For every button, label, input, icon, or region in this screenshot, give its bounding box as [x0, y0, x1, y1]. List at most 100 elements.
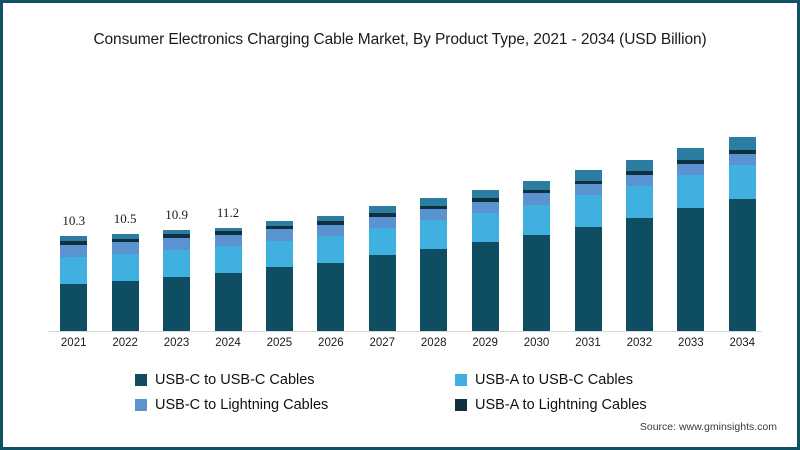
bar-segment[interactable] — [368, 216, 396, 228]
bar-column[interactable] — [265, 221, 293, 331]
bar-segment[interactable] — [111, 234, 139, 239]
bar-segment[interactable] — [317, 235, 345, 263]
x-tick-2023: 2023 — [163, 337, 190, 349]
bar-segment[interactable] — [265, 225, 293, 230]
bar-segment[interactable] — [728, 164, 756, 199]
bar-segment[interactable] — [368, 206, 396, 213]
legend-item[interactable]: USB-C to USB-C Cables — [135, 372, 455, 388]
legend-item[interactable]: USB-A to Lightning Cables — [455, 397, 695, 413]
bar-segment[interactable] — [625, 218, 653, 331]
bar-segment[interactable] — [368, 227, 396, 256]
bar-segment[interactable] — [111, 281, 139, 331]
bar-column[interactable] — [625, 160, 653, 331]
bar-segment[interactable] — [523, 235, 551, 331]
bar-segment[interactable] — [163, 276, 191, 331]
bar-segment[interactable] — [214, 235, 242, 247]
bar-segment[interactable] — [214, 246, 242, 273]
bar-segment[interactable] — [111, 238, 139, 243]
bar-segment[interactable] — [523, 204, 551, 235]
bar-column[interactable] — [677, 148, 705, 331]
bar-segment[interactable] — [728, 199, 756, 331]
bar-segment[interactable] — [523, 189, 551, 194]
bar-segment[interactable] — [574, 184, 602, 196]
bar-segment[interactable] — [677, 160, 705, 164]
x-tick-2026: 2026 — [318, 337, 344, 349]
bar-segment[interactable] — [471, 212, 499, 243]
bar-segment[interactable] — [265, 267, 293, 331]
bar-column[interactable] — [728, 137, 756, 331]
bar-segment[interactable] — [60, 235, 88, 242]
bar-segment[interactable] — [574, 180, 602, 185]
bar-column[interactable] — [523, 180, 551, 331]
bar-segment[interactable] — [60, 283, 88, 331]
bar-segment[interactable] — [728, 150, 756, 154]
bar-segment[interactable] — [420, 220, 448, 249]
bar-segment[interactable] — [625, 186, 653, 219]
legend-swatch-icon — [455, 373, 467, 386]
bar-segment[interactable] — [265, 229, 293, 241]
bar-segment[interactable] — [317, 262, 345, 331]
legend-item[interactable]: USB-A to USB-C Cables — [455, 372, 695, 388]
bar-segment[interactable] — [523, 180, 551, 190]
bar-segment[interactable] — [368, 255, 396, 331]
bar-segment[interactable] — [625, 175, 653, 187]
bar-segment[interactable] — [523, 193, 551, 205]
bar-segment[interactable] — [471, 201, 499, 213]
bar-segment[interactable] — [420, 198, 448, 206]
bar-column[interactable] — [317, 215, 345, 331]
bar-segment[interactable] — [163, 237, 191, 250]
chart-legend: USB-C to USB-C Cables USB-A to USB-C Cabl… — [135, 367, 695, 417]
bar-segment[interactable] — [677, 163, 705, 176]
bar-column[interactable] — [111, 234, 139, 331]
bar-segment[interactable] — [574, 170, 602, 181]
bar-segment[interactable] — [574, 195, 602, 227]
bar-segment[interactable] — [677, 208, 705, 331]
bar-segment[interactable] — [317, 221, 345, 225]
bar-column[interactable] — [420, 198, 448, 331]
legend-item[interactable]: USB-C to Lightning Cables — [135, 397, 455, 413]
bar-segment[interactable] — [111, 254, 139, 282]
bar-segment[interactable] — [677, 148, 705, 161]
bar-segment[interactable] — [420, 205, 448, 210]
bar-column[interactable] — [471, 189, 499, 331]
x-tick-2033: 2033 — [678, 337, 704, 349]
bar-column[interactable] — [163, 230, 191, 331]
legend-label: USB-C to USB-C Cables — [155, 371, 315, 388]
bar-column[interactable] — [368, 206, 396, 331]
legend-swatch-icon — [135, 398, 147, 411]
x-tick-2028: 2028 — [420, 337, 447, 349]
bar-segment[interactable] — [163, 230, 191, 235]
bar-segment[interactable] — [60, 245, 88, 258]
bar-segment[interactable] — [625, 171, 653, 176]
bar-segment[interactable] — [420, 248, 448, 331]
bar-segment[interactable] — [471, 242, 499, 331]
bar-column[interactable] — [60, 235, 88, 331]
bar-segment[interactable] — [214, 227, 242, 232]
bar-segment[interactable] — [111, 242, 139, 255]
legend-label: USB-A to Lightning Cables — [475, 396, 647, 413]
bar-segment[interactable] — [420, 209, 448, 221]
bar-segment[interactable] — [60, 241, 88, 246]
bar-segment[interactable] — [60, 257, 88, 284]
bar-segment[interactable] — [265, 240, 293, 268]
bar-value-label: 10.9 — [165, 207, 188, 223]
x-tick-2029: 2029 — [472, 337, 498, 349]
bar-segment[interactable] — [728, 153, 756, 165]
bar-column[interactable] — [574, 170, 602, 331]
bar-segment[interactable] — [163, 234, 191, 238]
bar-segment[interactable] — [368, 212, 396, 217]
bar-segment[interactable] — [265, 221, 293, 226]
bar-segment[interactable] — [728, 137, 756, 151]
legend-swatch-icon — [455, 398, 467, 411]
bar-segment[interactable] — [574, 226, 602, 331]
bar-segment[interactable] — [317, 215, 345, 222]
bar-segment[interactable] — [163, 249, 191, 277]
bar-segment[interactable] — [471, 198, 499, 202]
bar-column[interactable] — [214, 227, 242, 331]
bar-segment[interactable] — [625, 160, 653, 172]
bar-segment[interactable] — [214, 272, 242, 331]
bar-segment[interactable] — [677, 175, 705, 209]
bar-segment[interactable] — [471, 189, 499, 199]
bar-segment[interactable] — [214, 231, 242, 236]
bar-segment[interactable] — [317, 224, 345, 236]
